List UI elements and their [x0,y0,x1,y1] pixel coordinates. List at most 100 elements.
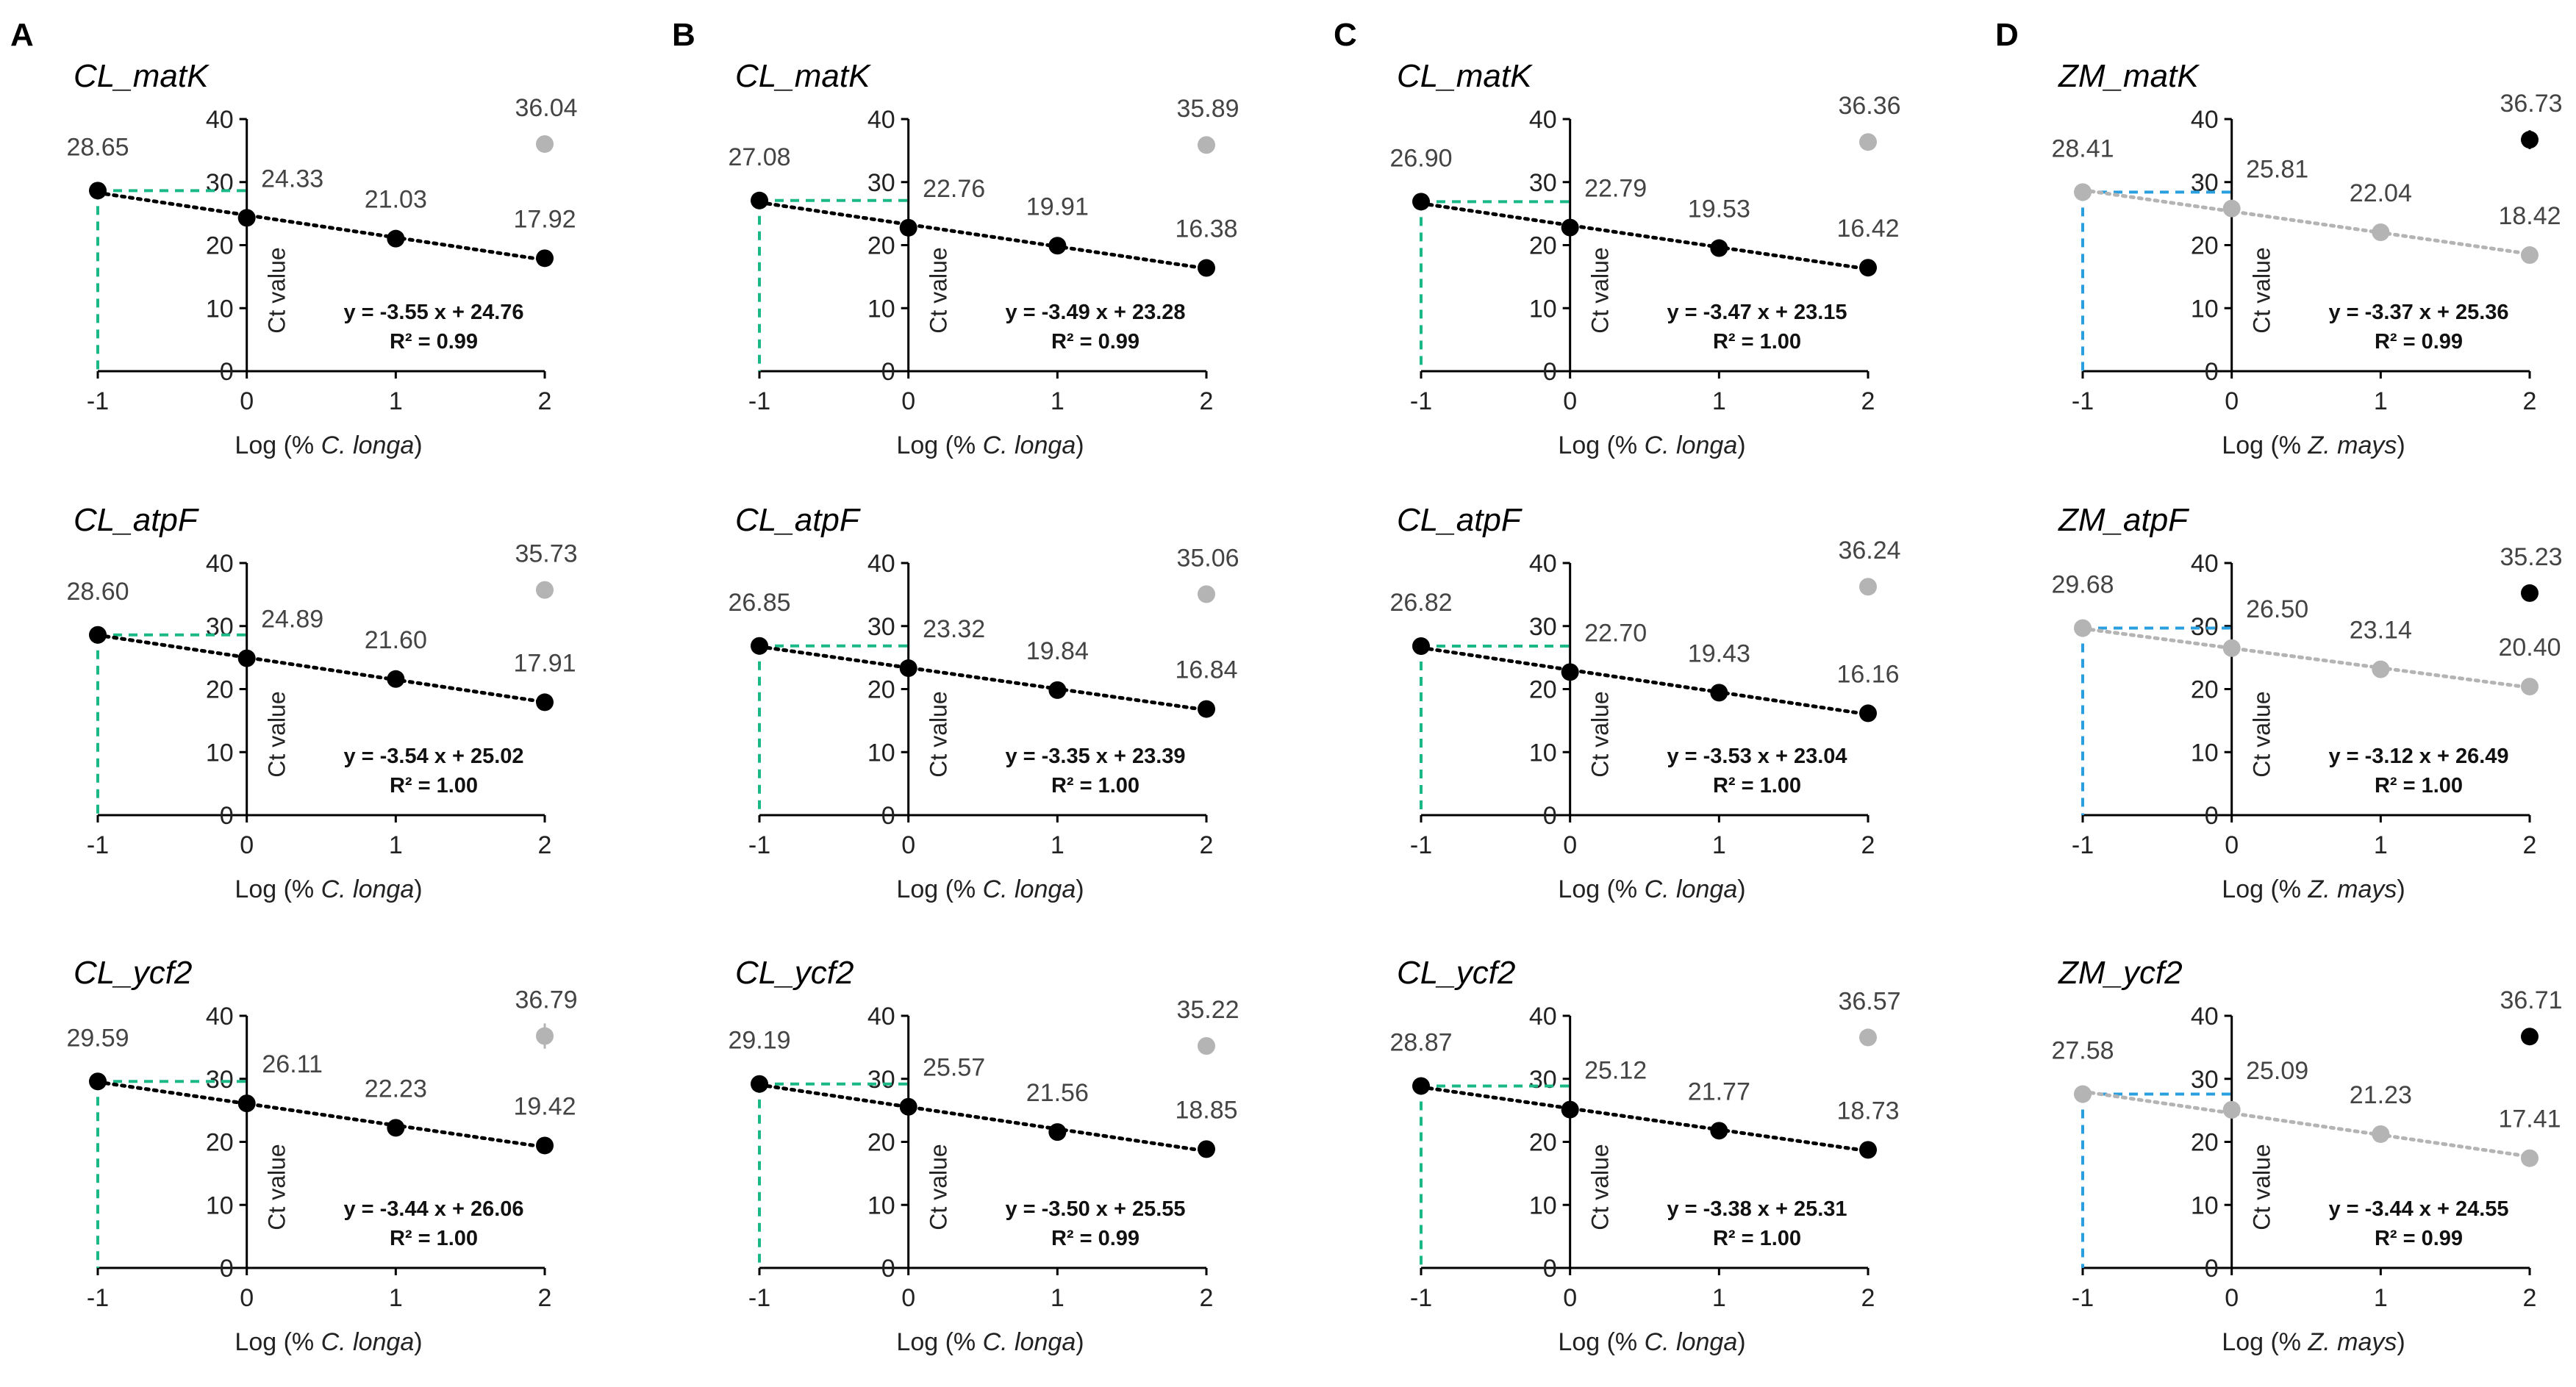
data-label: 19.84 [1026,637,1089,665]
x-axis-title: Log (% Z. mays) [2222,1328,2405,1356]
chart-title: CL_ycf2 [735,955,854,991]
trendline [1419,645,1870,717]
data-label: 21.23 [2350,1081,2412,1109]
data-point [237,1094,256,1113]
x-tick-label: 1 [389,831,403,859]
y-tick-label: 20 [867,676,895,704]
y-tick-label: 10 [867,739,895,767]
chart-title: ZM_ycf2 [2058,955,2183,991]
x-tick-label: 0 [240,387,254,415]
y-tick-label: 20 [1529,676,1557,704]
x-axis-title-prefix: Log (% [2222,875,2308,903]
x-tick-label: -1 [748,831,770,859]
data-label: 27.58 [2051,1037,2114,1065]
data-label: 25.09 [2246,1057,2308,1085]
data-label: 29.19 [728,1027,790,1055]
chart-title: CL_atpF [74,502,199,538]
x-axis-title: Log (% C. longa) [235,1328,422,1356]
y-tick-label: 30 [867,613,895,641]
data-point [2521,246,2539,265]
data-point [387,229,405,248]
chart-title: CL_ycf2 [74,955,192,991]
x-axis-title-suffix: ) [1737,875,1745,903]
data-point [1412,637,1430,656]
data-point [751,637,768,655]
data-point [899,218,917,237]
x-axis-title: Log (% C. longa) [235,431,422,459]
trendline [757,645,1209,712]
data-label: 22.79 [1584,175,1647,203]
x-axis-title-suffix: ) [414,1328,422,1356]
x-tick-label: -1 [87,831,109,859]
data-point [89,182,107,200]
outlier-point [2521,131,2539,149]
y-tick-label: 0 [881,1255,895,1283]
data-label: 19.42 [513,1092,576,1120]
x-tick-label: 2 [1861,1284,1875,1312]
x-axis-title-species: C. longa [983,875,1076,903]
data-point [1412,1077,1430,1095]
outlier-point [536,135,554,153]
equation-label: y = -3.35 x + 23.39 [1005,745,1185,768]
x-tick-label: 1 [389,387,403,415]
outlier-label: 36.04 [515,94,577,122]
x-axis-title-suffix: ) [1737,431,1745,459]
x-axis-title: Log (% Z. mays) [2222,875,2405,903]
chart-c-cl-matk: CL_matK 0 10 20 30 40 -1 0 1 2 Log (% C. longa) Ct … [1389,58,1900,459]
y-tick-label: 40 [2191,550,2219,578]
x-axis-title: Log (% Z. mays) [2222,431,2405,459]
data-label: 25.57 [923,1054,985,1082]
x-axis-title-species: C. longa [983,431,1076,459]
data-label: 19.43 [1688,639,1750,667]
trendline [1419,201,1870,271]
x-tick-label: 0 [2225,831,2239,859]
chart-a-cl-atpf: CL_atpF 0 10 20 30 40 -1 0 1 2 Log (% C. longa) Ct … [66,502,577,903]
data-point [536,249,554,268]
y-tick-label: 10 [867,1191,895,1219]
chart-d-zm-ycf2: ZM_ycf2 0 10 20 30 40 -1 0 1 2 Log (% Z. mays) Ct v… [2051,955,2562,1356]
data-point [2521,678,2539,696]
x-axis-title: Log (% C. longa) [896,875,1084,903]
data-point [899,659,917,678]
y-tick-label: 10 [1529,295,1557,323]
r2-label: R² = 1.00 [1713,330,1801,354]
x-axis-title-suffix: ) [2397,1328,2405,1356]
chart-b-cl-ycf2: CL_ycf2 0 10 20 30 40 -1 0 1 2 Log (% C. longa) Ct … [728,955,1239,1356]
data-point [1198,700,1215,718]
data-label: 24.33 [261,165,323,193]
y-tick-label: 30 [867,169,895,197]
outlier-label: 36.79 [515,986,577,1014]
data-label: 22.70 [1584,619,1647,647]
x-axis-title-prefix: Log (% [896,875,982,903]
x-tick-label: -1 [1410,387,1432,415]
x-tick-label: -1 [748,1284,770,1312]
y-tick-label: 40 [1529,550,1557,578]
panel-letter-a: A [10,17,34,53]
y-tick-label: 40 [867,550,895,578]
y-tick-label: 10 [1529,1191,1557,1219]
y-tick-label: 30 [867,1066,895,1094]
data-point [1198,259,1215,277]
r2-label: R² = 0.99 [2375,1227,2463,1250]
equation-label: y = -3.47 x + 23.15 [1667,301,1847,324]
data-label: 28.87 [1389,1028,1452,1056]
x-axis-title-prefix: Log (% [2222,431,2308,459]
x-axis-title-prefix: Log (% [235,875,321,903]
y-axis-title: Ct value [926,1144,952,1230]
data-point [1412,193,1430,211]
panel-letter-d: D [1995,17,2019,53]
x-axis-title-prefix: Log (% [896,1328,982,1356]
data-point [1710,1122,1728,1140]
y-axis-title: Ct value [1587,1144,1614,1230]
data-label: 16.42 [1836,215,1899,243]
data-point [1048,681,1067,699]
x-axis-title-suffix: ) [414,875,422,903]
chart-title: ZM_atpF [2058,502,2189,538]
x-tick-label: 2 [1200,831,1214,859]
y-tick-label: 40 [206,1003,234,1031]
x-axis-title-prefix: Log (% [235,1328,321,1356]
x-tick-label: 2 [1200,1284,1214,1312]
x-tick-label: 2 [2523,387,2537,415]
